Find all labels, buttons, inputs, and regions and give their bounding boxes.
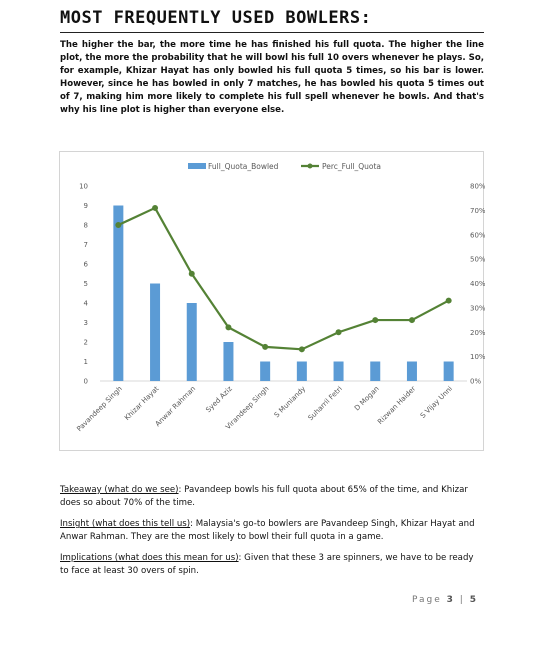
- bar: [296, 361, 307, 381]
- takeaway-text: : Pavandeep bowls his full quota about 6…: [60, 485, 468, 508]
- implications-paragraph: Implications (what does this mean for us…: [60, 552, 484, 578]
- bar: [260, 361, 271, 381]
- page-current: 3: [446, 595, 455, 605]
- bar: [150, 283, 161, 381]
- y-left-tick-label: 1: [84, 358, 88, 366]
- implications-lead: Implications (what does this mean for us…: [60, 553, 239, 563]
- takeaway-paragraph: Takeaway (what do we see): Pavandeep bow…: [60, 484, 484, 510]
- insight-lead: Insight (what does this tell us): [60, 519, 191, 529]
- y-right-tick-label: 80%: [470, 183, 485, 191]
- x-tick-label: Khizar Hayat: [123, 385, 160, 422]
- line-point: [152, 204, 159, 211]
- y-left-tick-label: 5: [84, 280, 88, 288]
- page-label: Page: [412, 595, 447, 605]
- bar: [333, 361, 344, 381]
- x-tick-label: S Vijay Unni: [419, 385, 454, 420]
- page-title: MOST FREQUENTLY USED BOWLERS:: [60, 8, 372, 28]
- y-left-tick-label: 7: [84, 241, 88, 249]
- y-right-tick-label: 60%: [470, 231, 485, 239]
- legend-line-marker: [307, 163, 313, 169]
- bar: [443, 361, 454, 381]
- y-right-tick-label: 70%: [470, 207, 485, 215]
- y-left-tick-label: 10: [79, 183, 88, 191]
- legend-bar-swatch: [188, 163, 206, 169]
- legend-line-label: Perc_Full_Quota: [322, 162, 381, 171]
- bar: [223, 342, 234, 381]
- x-tick-label: Pavandeep Singh: [75, 385, 123, 433]
- line-series: [117, 206, 450, 351]
- insight-paragraph: Insight (what does this tell us): Malays…: [60, 518, 484, 544]
- y-right-tick-label: 10%: [470, 353, 485, 361]
- y-right-tick-label: 50%: [470, 256, 485, 264]
- title-underline: [60, 32, 484, 33]
- insight-text: : Malaysia's go-to bowlers are Pavandeep…: [60, 519, 475, 542]
- chart-container: 0 1 2 3 4 5 6 7 8 9 10 0% 10% 20% 30% 40% 50% 60% 70% 80% Pa…: [59, 151, 485, 451]
- line-point: [188, 270, 195, 277]
- line-point: [262, 343, 269, 350]
- intro-paragraph: The higher the bar, the more time he has…: [60, 40, 485, 116]
- x-tick-label: Suharril Fetri: [307, 385, 344, 422]
- line-point: [225, 324, 232, 331]
- bar: [370, 361, 381, 381]
- line-point: [372, 317, 379, 324]
- line-point: [445, 297, 452, 304]
- y-right-tick-label: 0%: [470, 378, 481, 386]
- x-tick-label: Rizwan Haider: [376, 385, 417, 426]
- bar: [186, 303, 197, 381]
- line-point: [335, 329, 342, 336]
- page-total: 5: [469, 595, 478, 605]
- legend-bar-label: Full_Quota_Bowled: [208, 162, 279, 171]
- page-number: Page 3 | 5: [412, 595, 478, 605]
- takeaway-lead: Takeaway (what do we see): [60, 485, 179, 495]
- y-left-tick-label: 4: [84, 300, 89, 308]
- x-tick-label: D Mogan: [353, 385, 381, 413]
- y-left-tick-label: 9: [84, 202, 88, 210]
- y-left-tick-label: 8: [84, 222, 88, 230]
- page-separator: |: [454, 595, 470, 605]
- x-tick-label: S Muniandy: [273, 385, 308, 420]
- y-right-tick-label: 20%: [470, 329, 485, 337]
- x-tick-label: Syed Aziz: [204, 385, 234, 415]
- y-left-tick-label: 0: [84, 378, 88, 386]
- x-tick-label: Anwar Rahman: [154, 385, 197, 428]
- y-left-tick-label: 2: [84, 339, 88, 347]
- y-right-tick-label: 40%: [470, 280, 485, 288]
- line-point: [408, 317, 415, 324]
- y-left-tick-label: 3: [84, 319, 88, 327]
- line-point: [298, 346, 305, 353]
- y-left-tick-label: 6: [84, 261, 89, 269]
- y-right-tick-label: 30%: [470, 304, 485, 312]
- combo-chart: 0 1 2 3 4 5 6 7 8 9 10 0% 10% 20% 30% 40% 50% 60% 70% 80% Pa…: [75, 162, 485, 433]
- bar: [406, 361, 417, 381]
- bar: [113, 205, 124, 381]
- line-point: [115, 222, 122, 228]
- implications-text: : Given that these 3 are spinners, we ha…: [60, 553, 474, 576]
